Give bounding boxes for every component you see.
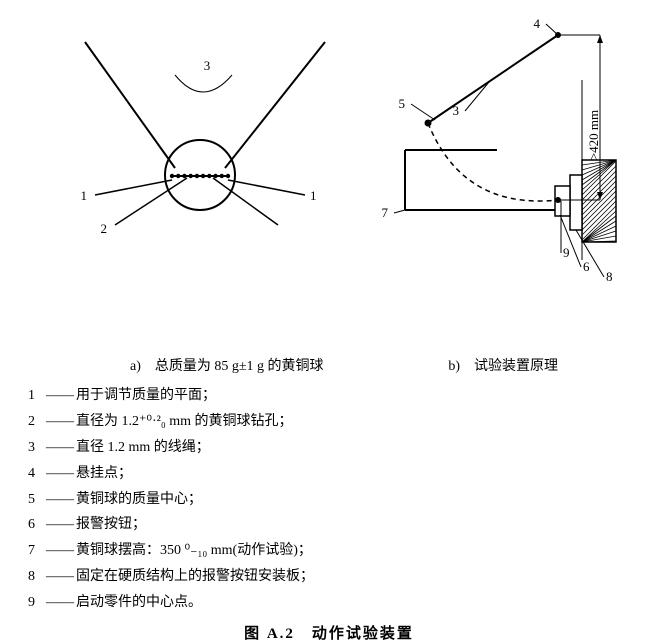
legend-num: 1 xyxy=(28,383,44,409)
svg-text:9: 9 xyxy=(563,245,570,260)
svg-text:6: 6 xyxy=(583,259,590,274)
legend-dash: —— xyxy=(46,512,74,538)
legend-text: 黄铜球的质量中心； xyxy=(76,487,202,513)
legend-text: 黄铜球摆高：350 ⁰₋₁₀ mm(动作试验)； xyxy=(76,538,312,564)
legend-dash: —— xyxy=(46,564,74,590)
legend-item: 3——直径 1.2 mm 的线绳； xyxy=(28,435,658,461)
legend-item: 4——悬挂点； xyxy=(28,461,658,487)
legend-dash: —— xyxy=(46,409,74,435)
diagram-container: 3112>420 mm3456789 xyxy=(0,0,658,275)
legend-item: 6——报警按钮； xyxy=(28,512,658,538)
legend-text: 直径 1.2 mm 的线绳； xyxy=(76,435,210,461)
legend-text: 悬挂点； xyxy=(76,461,132,487)
legend-num: 7 xyxy=(28,538,44,564)
legend-list: 1——用于调节质量的平面；2——直径为 1.2⁺⁰·²₀ mm 的黄铜球钻孔；3… xyxy=(0,383,658,616)
legend-text: 用于调节质量的平面； xyxy=(76,383,216,409)
svg-text:5: 5 xyxy=(399,96,406,111)
legend-num: 8 xyxy=(28,564,44,590)
legend-item: 1——用于调节质量的平面； xyxy=(28,383,658,409)
legend-num: 5 xyxy=(28,487,44,513)
legend-item: 2——直径为 1.2⁺⁰·²₀ mm 的黄铜球钻孔； xyxy=(28,409,658,435)
legend-num: 9 xyxy=(28,590,44,616)
svg-text:>420 mm: >420 mm xyxy=(586,110,601,160)
caption-a: a) 总质量为 85 g±1 g 的黄铜球 xyxy=(130,355,324,375)
svg-text:1: 1 xyxy=(310,188,317,203)
legend-text: 直径为 1.2⁺⁰·²₀ mm 的黄铜球钻孔； xyxy=(76,409,293,435)
legend-dash: —— xyxy=(46,487,74,513)
legend-item: 9——启动零件的中心点。 xyxy=(28,590,658,616)
legend-dash: —— xyxy=(46,590,74,616)
caption-b: b) 试验装置原理 xyxy=(448,355,558,375)
legend-text: 固定在硬质结构上的报警按钮安装板； xyxy=(76,564,314,590)
svg-text:8: 8 xyxy=(606,269,613,284)
legend-num: 6 xyxy=(28,512,44,538)
legend-text: 报警按钮； xyxy=(76,512,146,538)
legend-dash: —— xyxy=(46,461,74,487)
svg-text:1: 1 xyxy=(81,188,88,203)
svg-text:2: 2 xyxy=(101,221,108,236)
legend-num: 4 xyxy=(28,461,44,487)
legend-item: 7——黄铜球摆高：350 ⁰₋₁₀ mm(动作试验)； xyxy=(28,538,658,564)
diagrams-svg: 3 1 1 2 >420 mm 3 4 5 6 7 8 9 xyxy=(0,0,658,290)
svg-text:4: 4 xyxy=(534,16,541,31)
legend-dash: —— xyxy=(46,435,74,461)
legend-item: 5——黄铜球的质量中心； xyxy=(28,487,658,513)
svg-text:3: 3 xyxy=(453,103,460,118)
legend-num: 3 xyxy=(28,435,44,461)
legend-text: 启动零件的中心点。 xyxy=(76,590,202,616)
legend-dash: —— xyxy=(46,383,74,409)
legend-num: 2 xyxy=(28,409,44,435)
legend-item: 8——固定在硬质结构上的报警按钮安装板； xyxy=(28,564,658,590)
caption-row: a) 总质量为 85 g±1 g 的黄铜球 b) 试验装置原理 xyxy=(0,355,658,375)
svg-text:3: 3 xyxy=(204,58,211,73)
legend-dash: —— xyxy=(46,538,74,564)
figure-title: 图 A.2 动作试验装置 xyxy=(0,622,658,643)
svg-text:7: 7 xyxy=(382,205,389,220)
